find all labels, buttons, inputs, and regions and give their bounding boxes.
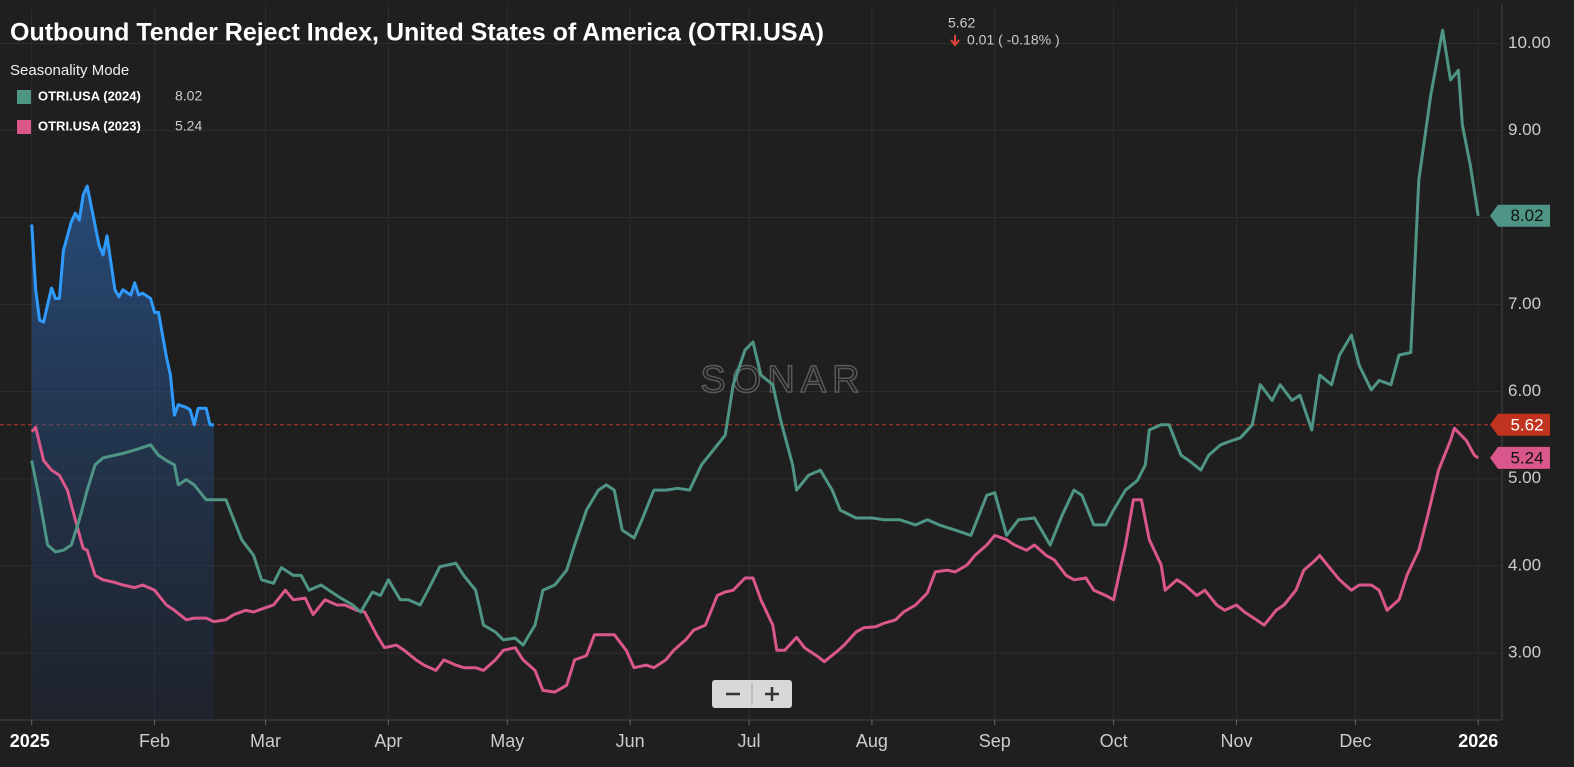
x-tick-label: Sep	[979, 731, 1011, 751]
end-tag: 8.02	[1510, 206, 1543, 225]
zoom-controls[interactable]	[712, 680, 792, 708]
x-tick-label: Jul	[738, 731, 761, 751]
plot-area	[0, 28, 1502, 721]
y-tick-label: 3.00	[1508, 642, 1541, 661]
legend-swatch	[17, 90, 31, 104]
x-tick-label: Feb	[139, 731, 170, 751]
legend-label: OTRI.USA (2024)	[38, 88, 141, 103]
end-tag: 5.24	[1510, 448, 1543, 467]
series-line	[30, 28, 1480, 647]
y-tick-label: 6.00	[1508, 381, 1541, 400]
y-tick-label: 10.00	[1508, 33, 1551, 52]
x-tick-label: Mar	[250, 731, 281, 751]
y-tick-label: 9.00	[1508, 120, 1541, 139]
header-change: 0.01 ( -0.18% )	[967, 32, 1060, 48]
x-tick-label: May	[490, 731, 524, 751]
end-tag-shape	[1490, 204, 1550, 227]
x-tick-label: Dec	[1339, 731, 1371, 751]
legend-value: 5.24	[175, 118, 202, 134]
end-tag-reference: 5.62	[1510, 415, 1543, 434]
end-tag-reference-shape	[1490, 413, 1550, 436]
legend-value: 8.02	[175, 88, 202, 104]
zoom-in[interactable]	[765, 687, 779, 701]
series-line	[30, 425, 1480, 694]
watermark: SONAR	[700, 359, 865, 401]
chart-title: Outbound Tender Reject Index, United Sta…	[10, 19, 824, 47]
x-tick-label: Apr	[374, 731, 402, 751]
down-arrow	[950, 35, 960, 47]
x-tick-label: Jun	[616, 731, 645, 751]
x-tick-label: Nov	[1220, 731, 1252, 751]
header-value: 5.62	[948, 15, 975, 31]
x-tick-label: 2026	[1458, 731, 1498, 751]
x-tick-label: Aug	[856, 731, 888, 751]
x-tick-label: 2025	[10, 731, 50, 751]
x-tick-label: Oct	[1100, 731, 1128, 751]
end-tag-shape	[1490, 446, 1550, 469]
legend-label: OTRI.USA (2023)	[38, 118, 141, 133]
y-tick-label: 4.00	[1508, 555, 1541, 574]
legend-swatch	[17, 120, 31, 134]
y-tick-label: 5.00	[1508, 468, 1541, 487]
legend-title: Seasonality Mode	[10, 62, 129, 79]
y-tick-label: 7.00	[1508, 294, 1541, 313]
series-line	[30, 184, 214, 427]
legend: OTRI.USA (2024) 8.02 OTRI.USA (2023) 5.24	[17, 88, 202, 134]
